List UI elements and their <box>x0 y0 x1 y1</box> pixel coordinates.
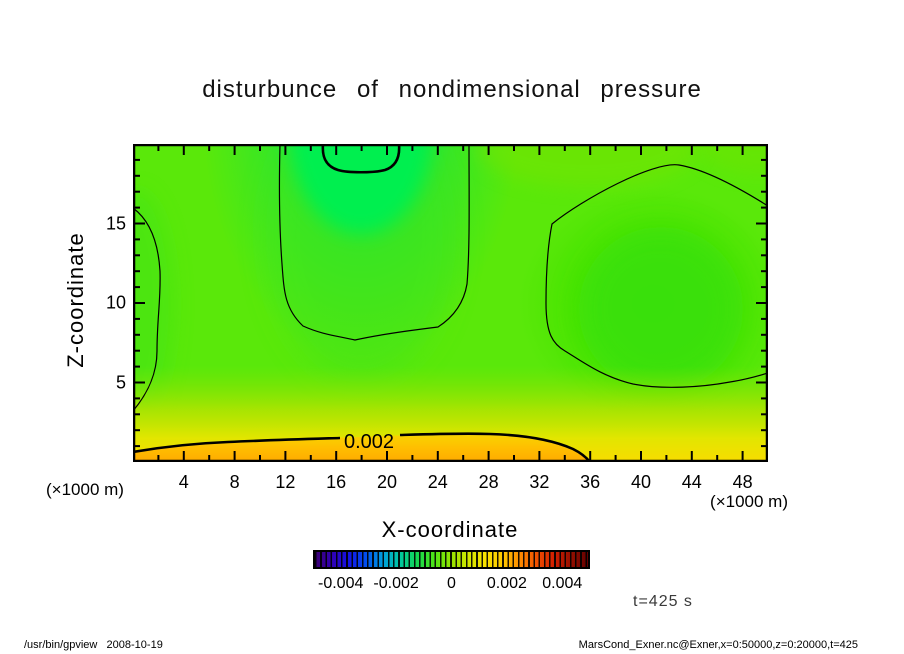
x-tick-label: 20 <box>376 472 398 492</box>
contour-label: 0.002 <box>344 431 394 453</box>
right-region <box>518 186 768 422</box>
x-tick-label: 48 <box>732 472 753 492</box>
x-tick-label: 12 <box>275 472 296 492</box>
plot-area: 0.002 <box>133 144 768 462</box>
x-tick-label: 24 <box>427 472 448 492</box>
x-tick-label: 36 <box>580 472 601 492</box>
contour-thick-bottom-right <box>399 432 592 462</box>
colorbar-tick-label: -0.004 <box>318 575 364 592</box>
x-tick-label: 8 <box>229 472 240 492</box>
colorbar-tick-label: 0 <box>447 575 456 592</box>
x-axis-label: X-coordinate <box>381 517 519 542</box>
plot-title: disturbunce of nondimensional pressure <box>202 76 702 103</box>
plume-region <box>202 144 520 384</box>
colorbar <box>313 550 590 569</box>
z-tick-label: 15 <box>105 213 126 233</box>
x-tick-label: 4 <box>178 472 189 492</box>
time-annotation: t=425 s <box>633 593 693 610</box>
z-tick-label: 5 <box>115 372 126 392</box>
z-axis-label: Z-coordinate <box>63 232 88 368</box>
colorbar-tick-label: 0.002 <box>486 575 527 592</box>
x-tick-label: 32 <box>529 472 550 492</box>
x-tick-label: 16 <box>326 472 347 492</box>
plot-frame <box>133 144 768 462</box>
footer-command: /usr/bin/gpview 2008-10-19 <box>24 639 163 651</box>
colorbar-tick-label: -0.002 <box>373 575 419 592</box>
x-tick-label: 44 <box>681 472 702 492</box>
z-tick-label: 10 <box>105 292 126 313</box>
contour-thin-center <box>278 144 470 341</box>
x-tick-label: 40 <box>630 472 652 492</box>
z-axis-unit: (×1000 m) <box>46 480 124 499</box>
colorbar-tick-label: 0.004 <box>542 575 583 592</box>
x-axis-unit: (×1000 m) <box>710 492 788 511</box>
contour-thin-left <box>133 207 161 412</box>
contour-thick-plume <box>321 144 401 174</box>
left-region <box>133 144 768 419</box>
footer-source: MarsCond_Exner.nc@Exner,x=0:50000,z=0:20… <box>578 639 858 651</box>
x-tick-label: 28 <box>478 472 499 492</box>
contour-thin-right <box>545 164 768 388</box>
contour-thick-bottom-left <box>133 436 341 454</box>
contour-lines <box>133 144 768 462</box>
